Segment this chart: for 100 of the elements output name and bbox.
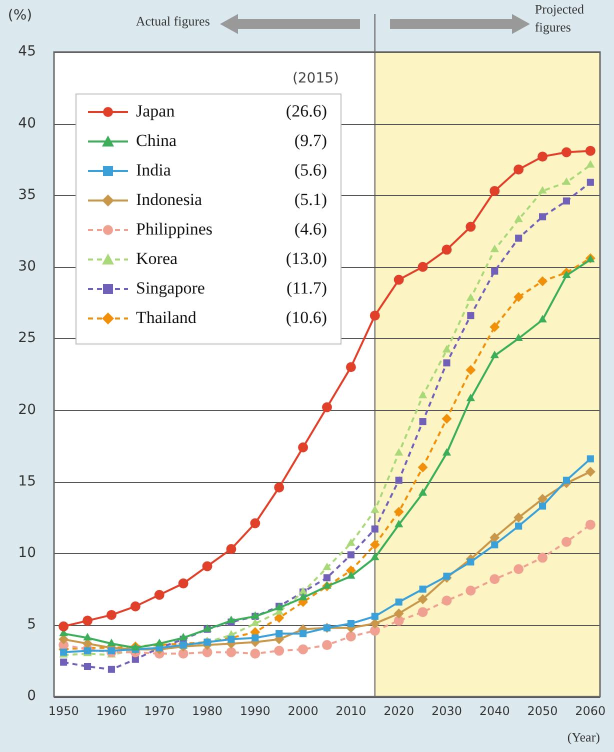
point — [108, 647, 116, 654]
point — [418, 488, 428, 496]
y-tick-label: 45 — [18, 44, 36, 60]
annotation: (13.0) — [286, 248, 327, 268]
x-tick-label: 2010 — [336, 704, 366, 718]
y-tick-label: 25 — [18, 330, 36, 346]
point — [514, 214, 523, 222]
point — [538, 186, 547, 194]
point — [370, 505, 380, 513]
legend-label: Japan — [136, 101, 176, 120]
point — [347, 551, 354, 558]
point — [562, 476, 570, 484]
point — [490, 350, 499, 358]
point — [107, 638, 116, 646]
annotation: (10.6) — [286, 308, 327, 327]
point — [585, 466, 596, 477]
point — [514, 512, 524, 523]
point — [347, 620, 354, 628]
point — [586, 178, 594, 186]
point — [418, 462, 428, 472]
point — [491, 268, 498, 275]
point — [466, 222, 476, 232]
point — [228, 636, 235, 643]
point — [226, 544, 236, 554]
point — [322, 640, 332, 650]
annotation: (5.6) — [294, 160, 327, 180]
point — [538, 276, 548, 286]
point — [515, 234, 522, 242]
y-tick-label: 10 — [18, 544, 36, 561]
x-tick-label: 1950 — [48, 704, 79, 718]
point — [371, 612, 378, 620]
point — [323, 574, 331, 582]
point — [58, 621, 69, 632]
point — [561, 536, 572, 547]
point — [418, 607, 428, 618]
point — [562, 177, 571, 185]
point — [442, 244, 452, 255]
point — [82, 616, 93, 626]
point — [154, 590, 164, 600]
legend-label: Indonesia — [136, 190, 203, 209]
point — [250, 618, 260, 626]
point — [466, 365, 476, 376]
point — [371, 525, 378, 533]
y-tick-label: 0 — [27, 688, 36, 704]
point — [467, 558, 474, 566]
point — [394, 520, 404, 528]
legend-label: Philippines — [136, 219, 213, 238]
x-axis-title: (Year) — [567, 729, 600, 744]
point — [370, 618, 380, 629]
point — [108, 666, 116, 673]
point — [298, 592, 308, 600]
point — [226, 616, 236, 624]
point — [514, 164, 524, 174]
text: Projected figures — [534, 1, 584, 34]
point — [466, 293, 476, 301]
point — [538, 213, 546, 220]
point — [514, 292, 524, 302]
point — [419, 586, 426, 593]
x-tick-label: 2020 — [384, 704, 414, 718]
point — [418, 390, 428, 398]
point — [226, 647, 236, 658]
point — [395, 476, 402, 484]
point — [442, 344, 452, 352]
point — [418, 262, 428, 272]
x-tick-label: 2060 — [575, 704, 606, 718]
legend-label: India — [136, 160, 172, 180]
point — [442, 414, 452, 424]
point — [322, 402, 332, 412]
point — [370, 310, 380, 321]
annotation: (11.7) — [286, 278, 327, 298]
point — [562, 270, 571, 278]
annotation: (26.6) — [286, 101, 327, 120]
point — [491, 541, 498, 548]
point — [274, 482, 284, 492]
point — [346, 538, 356, 546]
point — [394, 506, 404, 517]
annotation: (9.7) — [294, 130, 327, 150]
y-tick-label: 30 — [18, 258, 36, 275]
point — [538, 314, 547, 322]
y-tick-label: 35 — [18, 186, 36, 203]
point — [490, 244, 499, 252]
x-tick-label: 1990 — [240, 704, 270, 718]
point — [515, 522, 522, 530]
point — [419, 418, 426, 426]
x-tick-label: 1960 — [96, 704, 127, 718]
x-tick-label: 1980 — [192, 704, 223, 718]
point — [466, 394, 476, 402]
x-tick-label: 1970 — [144, 704, 175, 718]
annotation: (5.1) — [294, 190, 327, 209]
point — [202, 561, 212, 572]
y-tick-label: 40 — [18, 115, 36, 132]
legend-label: Singapore — [136, 278, 205, 298]
annotation: (4.6) — [294, 219, 327, 238]
point — [130, 601, 140, 612]
point — [252, 634, 259, 642]
legend-label: China — [136, 130, 178, 150]
point — [418, 594, 428, 604]
point — [370, 552, 380, 560]
point — [250, 518, 260, 528]
point — [106, 610, 116, 620]
